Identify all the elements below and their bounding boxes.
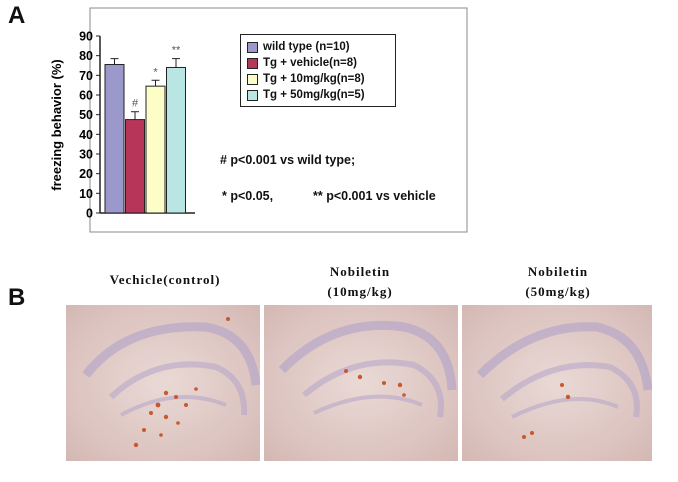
chart-legend: wild type (n=10) Tg + vehicle(n=8) Tg + … (240, 34, 396, 107)
bar (166, 66, 186, 214)
y-axis-label: freezing behavior (%) (49, 59, 64, 190)
plot-frame (89, 7, 468, 233)
y-tick-label: 20 (79, 167, 93, 181)
legend-swatch (247, 89, 258, 101)
legend-label: Tg + 10mg/kg(n=8) (263, 73, 365, 85)
significance-marker: # (132, 98, 139, 110)
double-star-significance-note: ** p<0.001 vs vehicle (313, 189, 436, 203)
legend-label: Tg + vehicle(n=8) (263, 57, 357, 69)
legend-swatch (247, 41, 258, 53)
caption-line: (10mg/kg) (327, 284, 393, 299)
y-tick-label: 50 (79, 108, 93, 122)
image-caption-50mg: Nobiletin (50mg/kg) (460, 262, 656, 302)
legend-label: wild type (n=10) (263, 41, 350, 53)
hippocampus-drawing (82, 317, 260, 448)
brain-slice-image-vehicle (66, 305, 260, 461)
hippocampus-drawing (476, 322, 652, 439)
y-tick-label: 60 (79, 89, 93, 103)
y-tick-label: 90 (79, 30, 93, 44)
y-tick-label: 80 (79, 49, 93, 63)
y-tick-label: 40 (79, 128, 93, 142)
bar (104, 64, 125, 214)
significance-marker: * (153, 66, 158, 78)
brain-slice-image-10mg (264, 305, 458, 461)
legend-item: wild type (n=10) (247, 39, 389, 55)
image-caption-vehicle: Vechicle(control) (70, 270, 260, 290)
brain-slice-image-50mg (462, 305, 652, 461)
legend-label: Tg + 50mg/kg(n=5) (263, 89, 365, 101)
bar (145, 85, 166, 214)
legend-swatch (247, 73, 258, 85)
caption-line: Nobiletin (329, 264, 391, 279)
legend-item: Tg + 10mg/kg(n=8) (247, 71, 389, 87)
legend-item: Tg + 50mg/kg(n=5) (247, 87, 389, 103)
legend-swatch (247, 57, 258, 69)
star-significance-note: * p<0.05, (222, 189, 274, 203)
hash-significance-note: # p<0.001 vs wild type; (220, 153, 356, 167)
legend-item: Tg + vehicle(n=8) (247, 55, 389, 71)
caption-line: (50mg/kg) (525, 284, 591, 299)
y-tick-label: 30 (79, 148, 93, 162)
bar (125, 119, 145, 214)
panel-b-label: B (8, 284, 26, 311)
y-tick-label: 0 (86, 207, 93, 221)
caption-line: Vechicle(control) (109, 272, 221, 287)
caption-line: Nobiletin (527, 264, 589, 279)
y-tick-label: 70 (79, 69, 93, 83)
image-caption-10mg: Nobiletin (10mg/kg) (262, 262, 458, 302)
y-tick-label: 10 (79, 187, 93, 201)
panel-a-label: A (8, 2, 26, 29)
significance-marker: ** (172, 45, 181, 57)
hippocampus-drawing (278, 320, 457, 418)
